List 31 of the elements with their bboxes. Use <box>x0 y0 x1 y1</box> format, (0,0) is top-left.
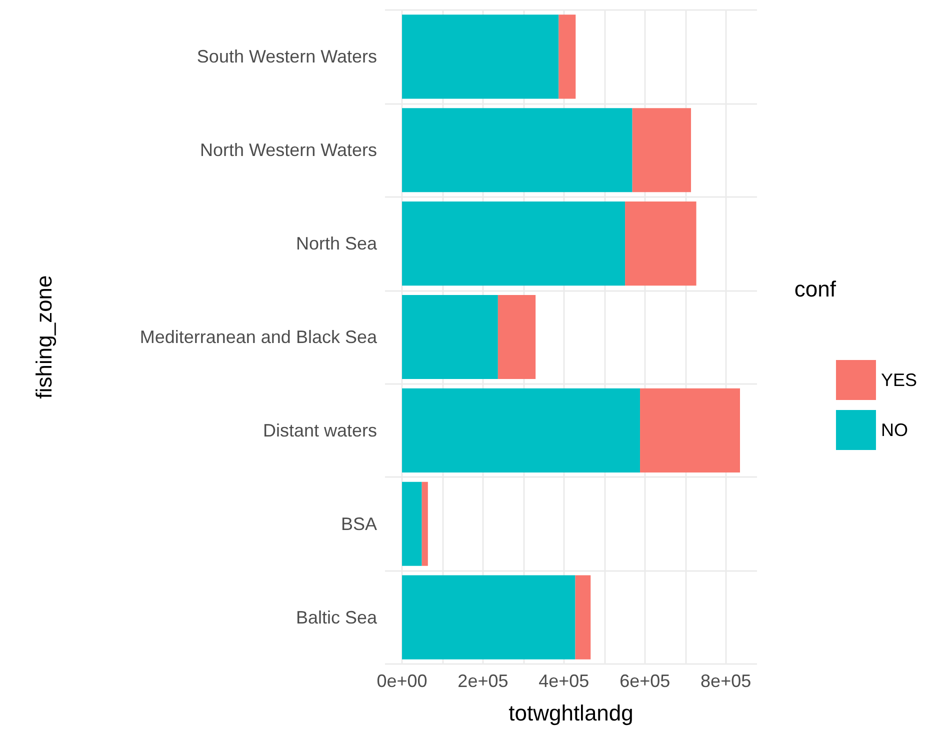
bar <box>402 294 498 380</box>
y-tick-label: Mediterranean and Black Sea <box>140 327 378 347</box>
y-tick-label: Distant waters <box>262 420 377 440</box>
bar <box>575 575 591 660</box>
y-tick-label: BSA <box>340 514 377 534</box>
legend-title: conf <box>794 276 837 302</box>
x-tick-label: 4e+05 <box>538 671 590 691</box>
x-tick-label: 0e+00 <box>376 671 428 691</box>
bar <box>402 108 632 192</box>
x-tick-label: 6e+05 <box>620 671 670 691</box>
bar <box>632 108 692 192</box>
bar <box>402 202 626 286</box>
bar <box>402 14 559 99</box>
x-tick-label: 8e+05 <box>700 671 752 691</box>
bar <box>402 388 640 472</box>
bar <box>402 575 576 660</box>
legend-label: YES <box>880 370 918 390</box>
y-tick-label: Baltic Sea <box>296 607 378 628</box>
bar <box>625 202 696 286</box>
y-tick-label: South Western Waters <box>196 46 377 67</box>
y-tick-label: North Sea <box>296 234 378 254</box>
bar <box>402 482 422 566</box>
legend-label: NO <box>880 420 908 440</box>
bar <box>640 388 740 472</box>
x-axis-title: totwghtlandg <box>508 700 634 726</box>
y-tick-label: North Western Waters <box>200 140 377 160</box>
y-axis-title: fishing_zone <box>32 275 56 399</box>
bar <box>558 14 576 99</box>
x-tick-label: 2e+05 <box>458 671 508 691</box>
bar <box>498 294 536 380</box>
bar <box>422 482 428 566</box>
